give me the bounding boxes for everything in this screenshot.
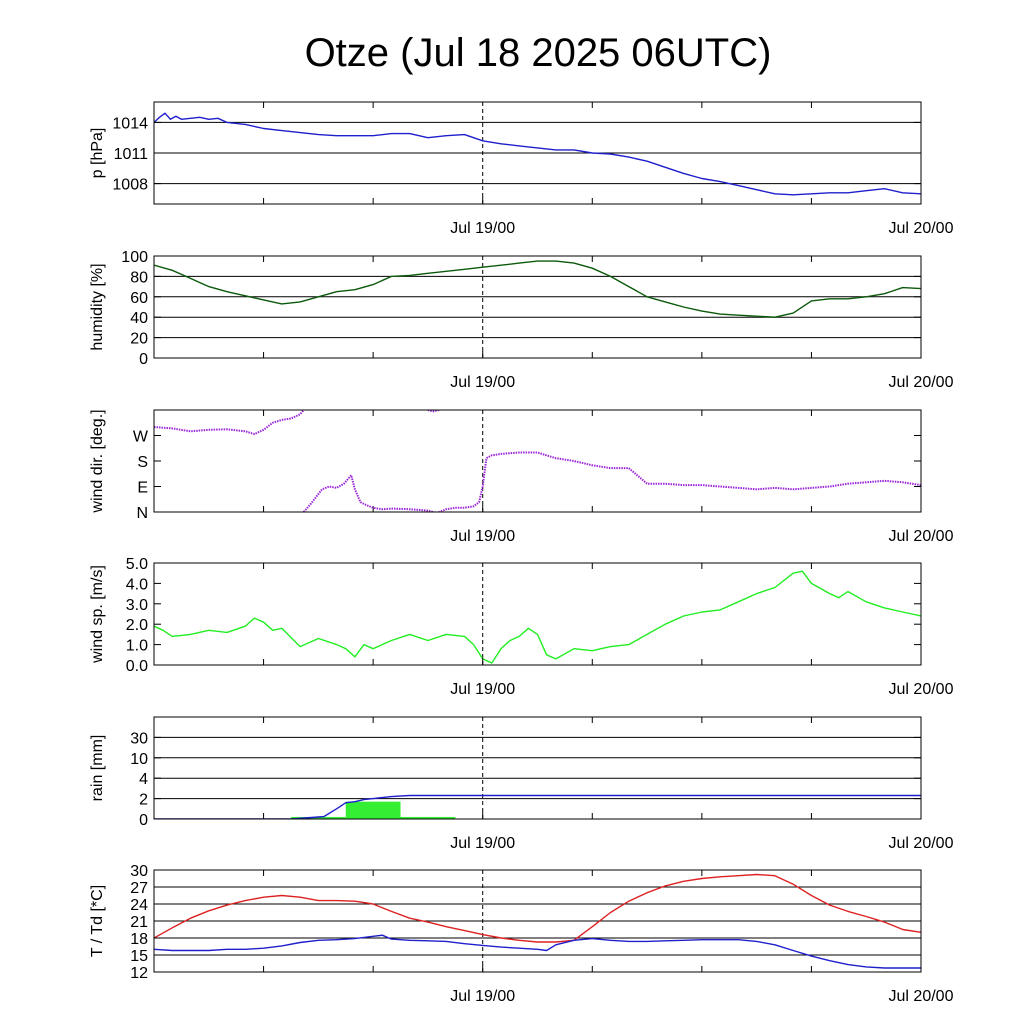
- x-tick-label: Jul 20/00: [889, 528, 954, 545]
- y-tick-label: S: [137, 454, 148, 471]
- y-tick-label: 30: [130, 730, 148, 747]
- y-tick-label: 21: [130, 914, 148, 931]
- y-tick-label: 0.0: [126, 658, 148, 675]
- plot-frame: [153, 716, 922, 820]
- y-axis-label: wind sp. [m/s]: [89, 565, 106, 664]
- x-tick-label: Jul 19/00: [450, 220, 515, 237]
- y-tick-label: 3.0: [126, 597, 148, 614]
- y-tick-label: 18: [130, 931, 148, 948]
- x-tick-label: Jul 20/00: [889, 835, 954, 852]
- series-rain_sum: [154, 794, 921, 819]
- y-tick-label: 24: [130, 897, 148, 914]
- y-axis-label: p [hPa]: [89, 128, 106, 179]
- y-tick-label: 27: [130, 880, 148, 897]
- y-tick-label: 4.0: [126, 576, 148, 593]
- x-tick-label: Jul 19/00: [450, 528, 515, 545]
- x-tick-label: Jul 19/00: [450, 835, 515, 852]
- y-tick-label: 80: [130, 269, 148, 286]
- y-tick-label: 0: [139, 812, 148, 829]
- y-axis-label: rain [mm]: [89, 735, 106, 802]
- series-wind_dir: [154, 410, 305, 436]
- rain-bar: [345, 801, 401, 819]
- series-temperature: [154, 873, 921, 943]
- y-tick-label: 100: [121, 249, 148, 266]
- x-tick-label: Jul 20/00: [889, 220, 954, 237]
- y-axis-label: wind dir. [deg.]: [89, 409, 106, 513]
- panel-humidity: 0 20 40 60 80 100 Jul 19/00 Jul 20/00 humidity […: [89, 249, 954, 391]
- y-tick-label: 4: [139, 771, 148, 788]
- x-tick-label: Jul 20/00: [889, 681, 954, 698]
- series-wind_dir: [302, 451, 921, 512]
- y-tick-label: 2.0: [126, 617, 148, 634]
- y-tick-label: 20: [130, 331, 148, 348]
- x-tick-label: Jul 19/00: [450, 988, 515, 1005]
- y-tick-label: 40: [130, 310, 148, 327]
- y-tick-label: W: [133, 429, 149, 446]
- y-tick-label: 5.0: [126, 556, 148, 573]
- x-tick-label: Jul 20/00: [889, 988, 954, 1005]
- x-tick-label: Jul 19/00: [450, 681, 515, 698]
- rain-bar: [400, 816, 456, 819]
- y-tick-label: E: [137, 480, 148, 497]
- series-wind_dir: [427, 410, 440, 413]
- y-axis-label: humidity [%]: [89, 263, 106, 350]
- y-tick-label: 60: [130, 290, 148, 307]
- y-axis-label: T / Td [*C]: [89, 885, 106, 957]
- panel-rain: 0 2 4 10 30 Jul 19/00 Jul 20/00 rain [mm]: [89, 716, 954, 852]
- y-tick-label: 1008: [112, 177, 148, 194]
- x-tick-label: Jul 20/00: [889, 374, 954, 391]
- plot-frame: [153, 562, 922, 666]
- y-tick-label: 10: [130, 751, 148, 768]
- y-tick-label: 0: [139, 351, 148, 368]
- y-tick-label: N: [136, 505, 148, 522]
- chart-title: Otze (Jul 18 2025 06UTC): [305, 31, 772, 75]
- x-tick-label: Jul 19/00: [450, 374, 515, 391]
- y-tick-label: 2: [139, 792, 148, 809]
- series-dewpoint: [154, 934, 921, 969]
- y-tick-label: 1011: [114, 146, 149, 163]
- y-tick-label: 1.0: [126, 638, 148, 655]
- rain-bar: [290, 816, 346, 819]
- y-tick-label: 1014: [112, 115, 148, 132]
- series-humidity: [154, 260, 921, 318]
- plot-frame: [153, 255, 922, 359]
- y-tick-label: 15: [130, 948, 148, 965]
- series-wind_speed: [154, 570, 921, 664]
- y-tick-label: 12: [130, 965, 148, 982]
- panel-wind_speed: 0.0 1.0 2.0 3.0 4.0 5.0 Jul 19/00 Jul 20/00 wind…: [89, 556, 954, 698]
- y-tick-label: 30: [130, 863, 148, 880]
- panel-pressure: 1008 1011 1014 Jul 19/00 Jul 20/00 p [hPa]: [89, 101, 954, 237]
- series-pressure: [154, 112, 921, 196]
